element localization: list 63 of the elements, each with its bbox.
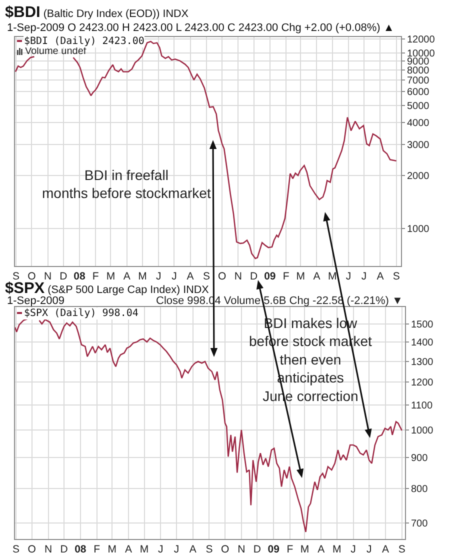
x-tick-label: A [376,270,384,283]
y-tick-label: 700 [411,518,428,530]
x-tick-label: F [282,270,290,283]
x-tick-label: 09 [264,270,276,283]
y-tick-label: 6000 [407,87,430,98]
y-tick-label: 8000 [407,65,430,76]
chart-subtitle: 1-Sep-2009 O 2423.00 H 2423.00 L 2423.00 C 2423.00 Chg +2.00 (+0.08%) ▲ [7,22,394,34]
x-tick-label: D [60,544,68,556]
x-tick-label: J [346,270,352,283]
x-tick-label: O [28,544,36,556]
x-tick-label: N [238,544,246,556]
x-tick-label: M [300,544,310,556]
x-tick-label: M [108,544,116,556]
chart-title: $BDI (Baltic Dry Index (EOD)) INDX [5,4,189,21]
y-tick-label: 1200 [411,378,434,389]
x-tick-label: 08 [74,544,86,556]
x-tick-label: N [234,270,242,283]
y-tick-label: 7000 [407,75,430,86]
x-tick-label: N [44,544,52,556]
y-tick-label: 1500 [411,319,434,330]
y-tick-label: 1000 [411,425,434,436]
y-tick-label: 5000 [407,101,430,112]
y-tick-label: 3000 [407,140,430,152]
y-tick-label: 4000 [407,118,430,130]
x-tick-label: A [382,544,389,556]
x-tick-label: A [189,544,196,556]
x-tick-label: D [250,270,258,283]
x-tick-label: A [318,544,325,556]
y-tick-label: 800 [411,484,428,495]
x-tick-label: J [174,544,180,556]
legend-label: $SPX (Daily) 998.04 [24,308,138,319]
x-tick-label: S [398,544,406,556]
x-tick-label: D [253,544,262,556]
x-tick-label: M [328,270,337,283]
y-tick-label: 900 [411,452,428,464]
chart-subtitle: 1-Sep-2009 [7,295,64,307]
x-tick-label: F [94,544,100,556]
y-tick-label: 1400 [411,337,434,348]
x-tick-label: S [206,544,213,556]
y-tick-label: 2000 [407,170,430,182]
annotation: BDI in freefall months before stockmarket [42,167,211,202]
x-tick-label: M [332,544,342,556]
x-tick-label: F [286,544,294,556]
x-tick-label: A [313,270,320,283]
x-tick-label: J [158,544,164,556]
x-tick-label: A [124,544,132,556]
x-tick-label: J [361,270,367,283]
x-tick-label: J [366,544,372,556]
x-tick-label: 09 [268,544,280,556]
x-tick-label: S [12,544,20,556]
x-tick-label: J [350,544,356,556]
x-tick-label: S [392,270,400,283]
x-tick-label: M [140,544,149,556]
y-tick-label: 12000 [407,34,436,46]
y-tick-label: 1000 [407,224,430,235]
y-tick-label: 1300 [411,356,434,368]
legend-label: $BDI (Daily) 2423.00 [24,36,144,47]
y-tick-label: 9000 [407,56,430,68]
x-tick-label: O [220,544,230,556]
x-tick-label: M [296,270,305,283]
x-tick-label: O [218,270,226,283]
y-tick-label: 1100 [411,400,433,412]
annotation: Volume undef [25,46,86,57]
